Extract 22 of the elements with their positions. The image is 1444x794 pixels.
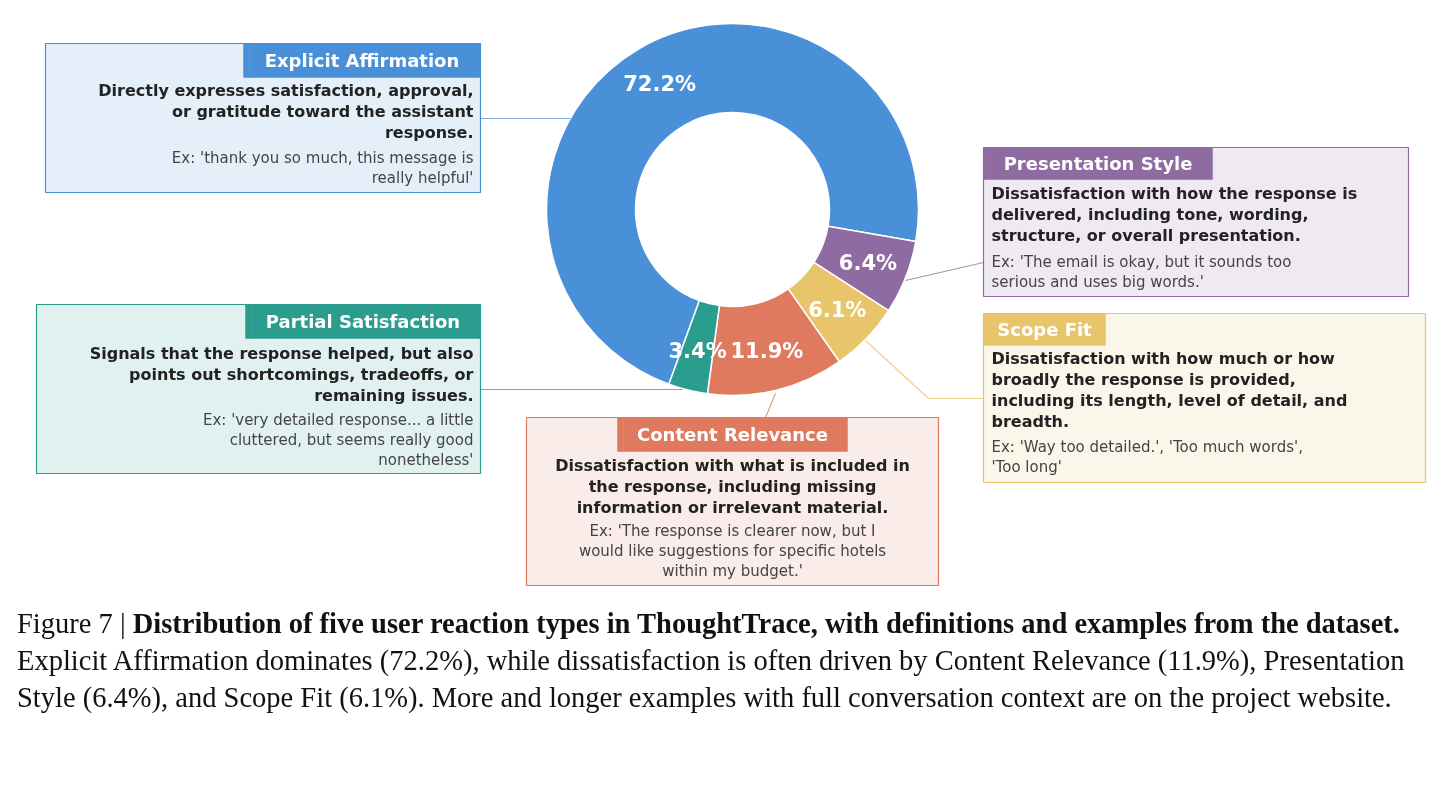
legend-label: Presentation Style xyxy=(1003,153,1193,174)
text: Dissatisfaction with how much or how broadly the response is provided, including its length, level of detail, and breadth. xyxy=(991,348,1348,432)
text: Ex: 'The response is clearer now, but I would like suggestions for specific hotels within my budget.' xyxy=(578,521,887,580)
legend-label: Partial Satisfaction xyxy=(265,311,461,332)
legend-label: Scope Fit xyxy=(997,319,1093,340)
data-label: 72.2% xyxy=(623,71,697,96)
caption: Figure 7 | xyxy=(17,608,126,639)
text: Ex: 'very detailed response... a little cluttered, but seems really good nonetheless' xyxy=(202,410,474,469)
text: Ex: 'Way too detailed.', 'Too much words', 'Too long' xyxy=(991,437,1303,476)
text: Directly expresses satisfaction, approval, or gratitude toward the assistant response. xyxy=(98,80,474,143)
text: Signals that the response helped, but also points out shortcomings, tradeoffs, or remaining issues. xyxy=(89,343,474,406)
legend-label: Content Relevance xyxy=(637,424,828,445)
text: Ex: 'thank you so much, this message is really helpful' xyxy=(171,148,474,187)
data-label: 6.1% xyxy=(808,298,867,323)
legend-label: Explicit Affirmation xyxy=(264,50,460,71)
text: Ex: 'The email is okay, but it sounds too serious and uses big words.' xyxy=(991,252,1292,291)
text: Distribution of five user reaction types in ThoughtTrace, with definitions and examples from the dataset. xyxy=(132,608,1400,639)
text: Dissatisfaction with what is included in the response, including missing information or irrelevant material. xyxy=(555,455,910,518)
data-label: 6.4% xyxy=(838,250,898,275)
text: Explicit Affirmation dominates (72.2%), while dissatisfaction is often driven by Content Relevance (11.9%), Presentation Style (6.4%), and Scope Fit (6.1%). More and longer examples with full conversation context are on the project website. xyxy=(17,645,1405,714)
text: Dissatisfaction with how the response is delivered, including tone, wording, structure, or overall presentation. xyxy=(991,183,1358,246)
data-label: 11.9% xyxy=(730,338,804,363)
